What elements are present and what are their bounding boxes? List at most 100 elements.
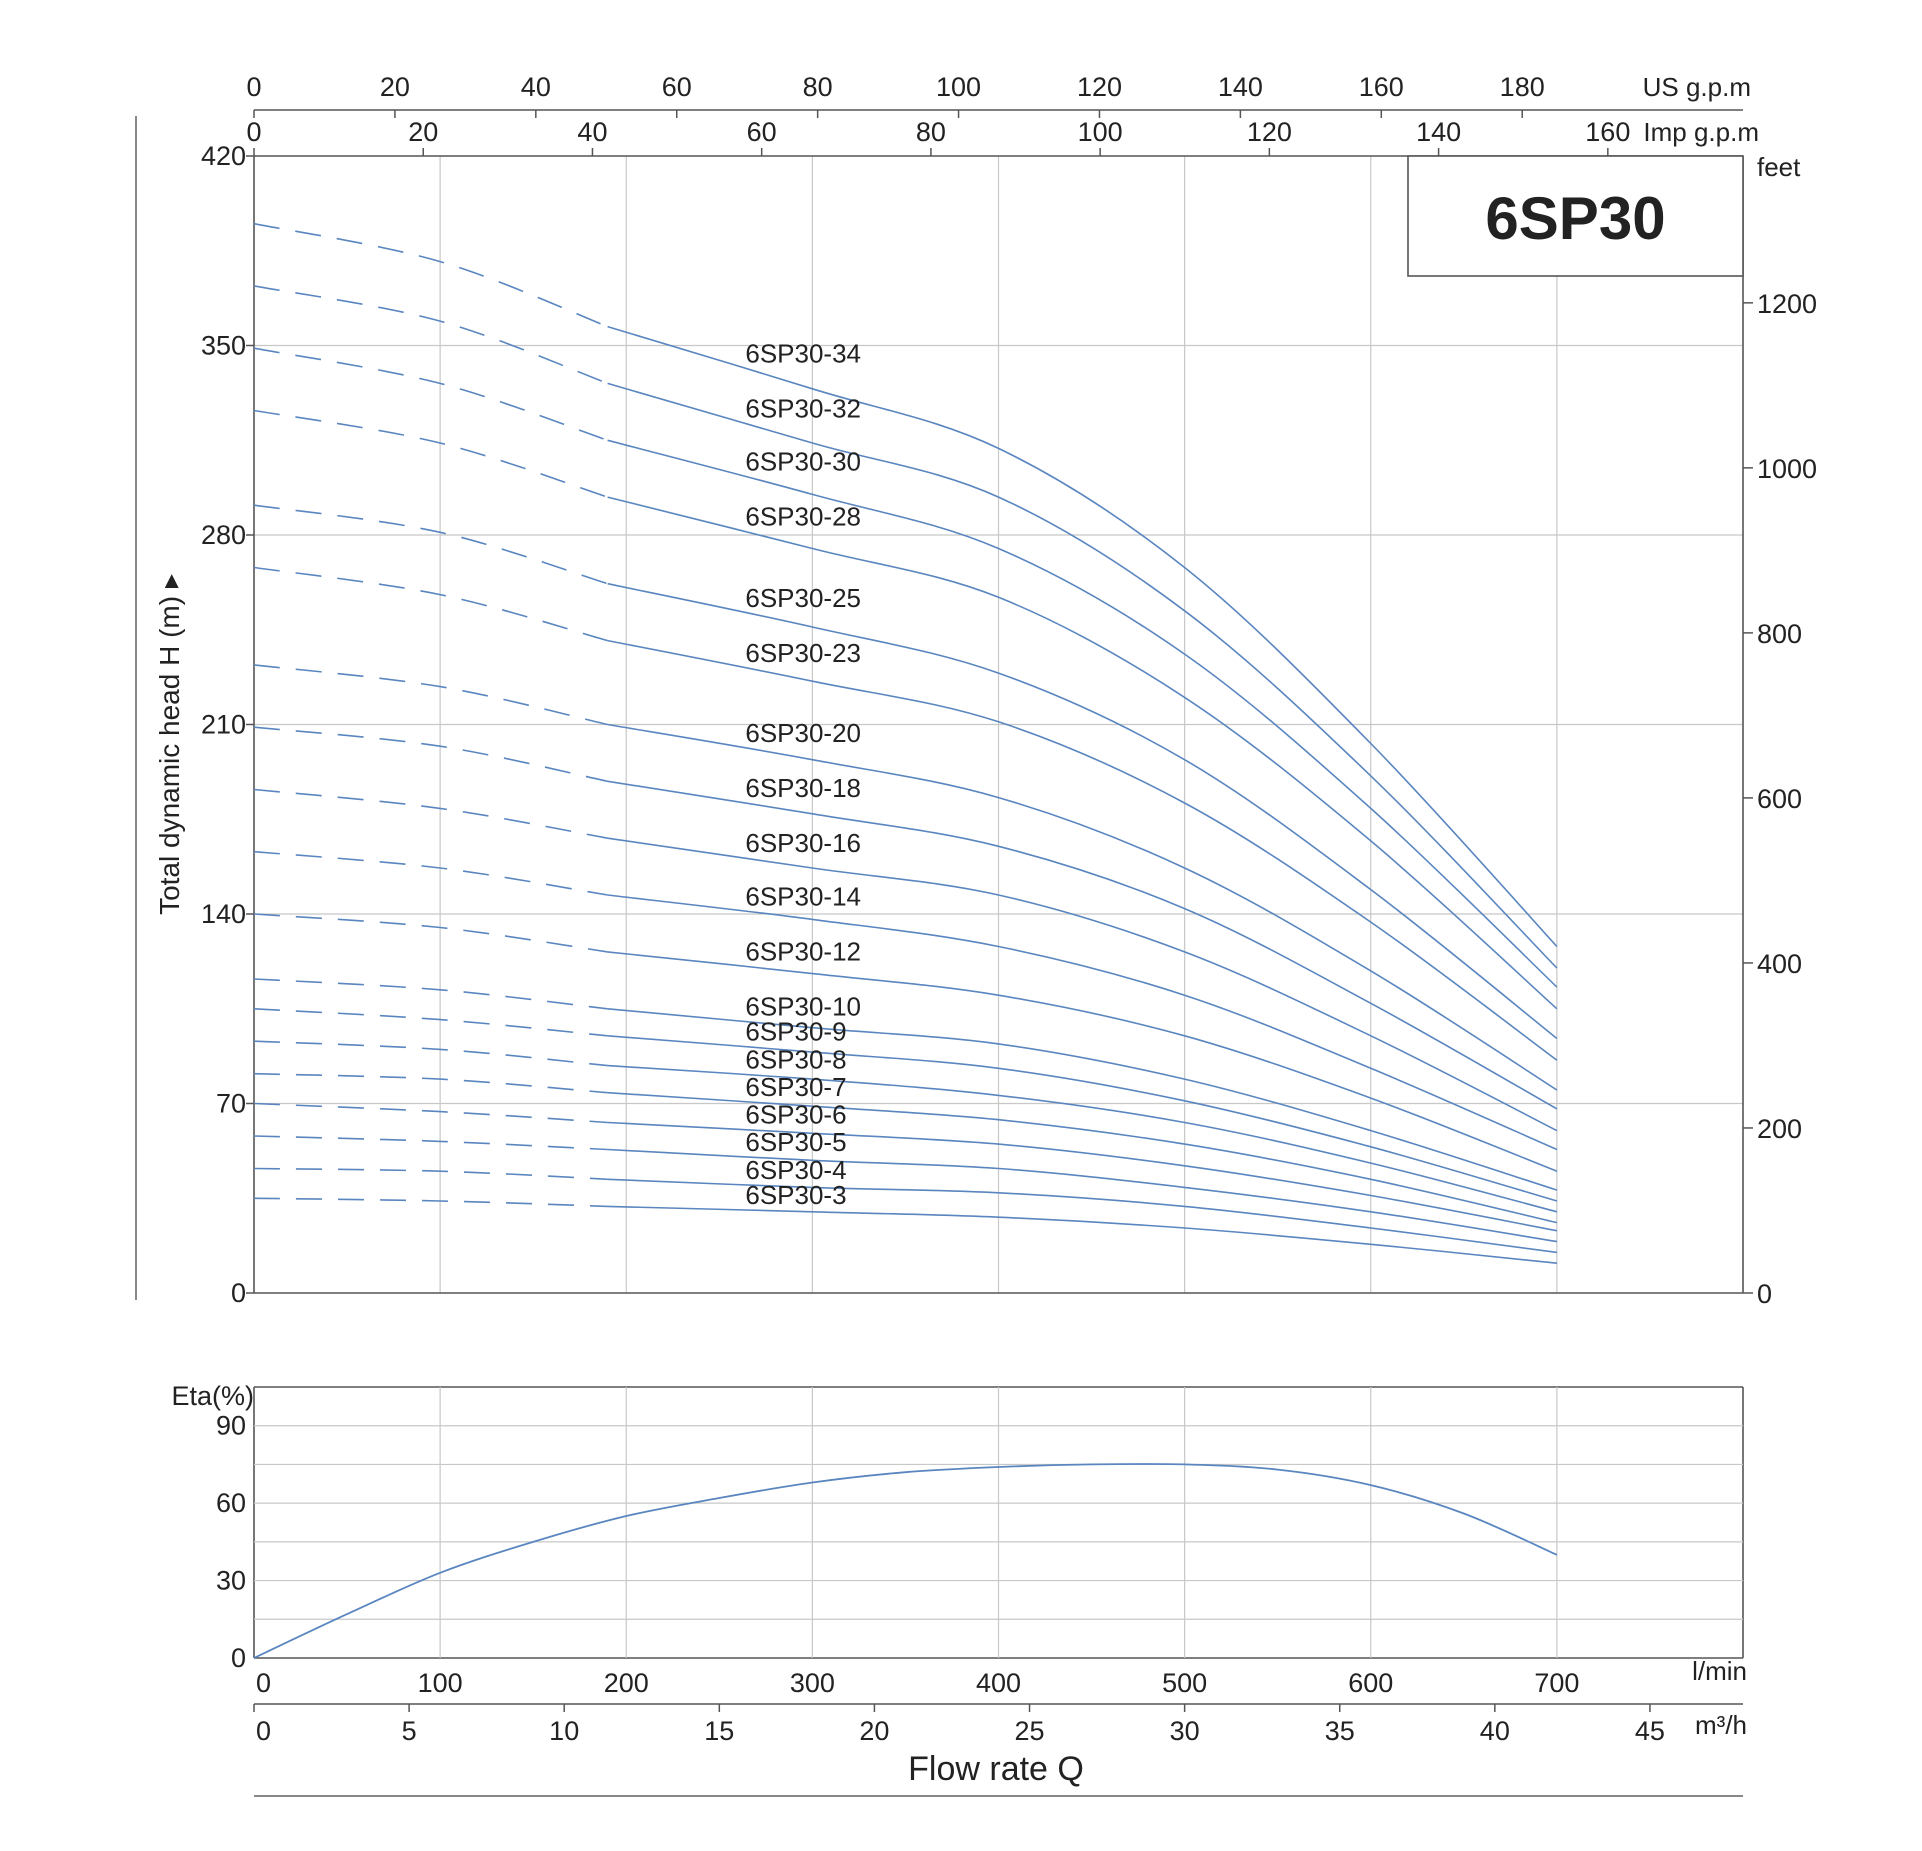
curve-label: 6SP30-7 bbox=[745, 1072, 846, 1102]
curve-label: 6SP30-14 bbox=[745, 881, 861, 911]
imp-gpm-unit-label: Imp g.p.m bbox=[1643, 117, 1759, 147]
feet-tick-label: 1200 bbox=[1757, 289, 1817, 319]
curve-solid-segment bbox=[607, 1091, 1558, 1224]
m3h-tick-label: 10 bbox=[549, 1716, 579, 1746]
y-tick-label: 70 bbox=[216, 1089, 246, 1119]
m3h-tick-label: 30 bbox=[1170, 1716, 1200, 1746]
curve-dashed-segment bbox=[253, 222, 608, 328]
feet-tick-label: 1000 bbox=[1757, 454, 1817, 484]
curve-solid-segment bbox=[607, 1008, 1558, 1191]
curve-solid-segment bbox=[607, 1121, 1558, 1232]
lmin-unit-label: l/min bbox=[1692, 1656, 1747, 1686]
curve-dashed-segment bbox=[253, 1135, 608, 1151]
curve-solid-segment bbox=[607, 582, 1558, 1040]
m3h-tick-label: 15 bbox=[704, 1716, 734, 1746]
imp-gpm-tick-label: 40 bbox=[577, 117, 607, 147]
eta-y-tick-label: 90 bbox=[216, 1411, 246, 1441]
m3h-tick-label: 40 bbox=[1480, 1716, 1510, 1746]
curve-solid-segment bbox=[607, 1035, 1558, 1202]
curve-dashed-segment bbox=[253, 504, 608, 585]
curve-solid-segment bbox=[607, 1205, 1557, 1264]
curve-label: 6SP30-32 bbox=[745, 393, 861, 423]
feet-tick-label: 600 bbox=[1757, 784, 1802, 814]
curve-label: 6SP30-28 bbox=[745, 502, 861, 532]
m3h-unit-label: m³/h bbox=[1695, 1710, 1747, 1740]
imp-gpm-tick-label: 140 bbox=[1416, 117, 1461, 147]
curve-label: 6SP30-3 bbox=[745, 1180, 846, 1210]
feet-unit-label: feet bbox=[1757, 152, 1801, 182]
curve-dashed-segment bbox=[253, 1102, 608, 1124]
us-gpm-tick-label: 60 bbox=[662, 72, 692, 102]
chart-title: 6SP30 bbox=[1485, 185, 1665, 252]
lmin-tick-label: 0 bbox=[256, 1668, 271, 1698]
curve-dashed-segment bbox=[253, 788, 608, 839]
curve-dashed-segment bbox=[253, 726, 608, 783]
imp-gpm-tick-label: 100 bbox=[1078, 117, 1123, 147]
y-tick-label: 210 bbox=[201, 710, 246, 740]
imp-gpm-tick-label: 60 bbox=[747, 117, 777, 147]
curve-solid-segment bbox=[607, 1178, 1558, 1254]
y-axis-title: Total dynamic head H (m) ▸ bbox=[154, 574, 185, 915]
curve-label: 6SP30-34 bbox=[745, 338, 861, 368]
title-box bbox=[1407, 155, 1744, 277]
curve-dashed-segment bbox=[253, 978, 608, 1010]
curve-label: 6SP30-18 bbox=[745, 773, 861, 803]
imp-gpm-tick-label: 80 bbox=[916, 117, 946, 147]
curve-label: 6SP30-4 bbox=[745, 1155, 846, 1185]
curve-solid-segment bbox=[607, 837, 1558, 1132]
curve-solid-segment bbox=[607, 951, 1558, 1172]
curve-dashed-segment bbox=[253, 664, 608, 726]
m3h-tick-label: 20 bbox=[859, 1716, 889, 1746]
y-tick-label: 280 bbox=[201, 520, 246, 550]
m3h-tick-label: 45 bbox=[1635, 1716, 1665, 1746]
curve-dashed-segment bbox=[253, 1197, 608, 1208]
imp-gpm-tick-label: 0 bbox=[246, 117, 261, 147]
curve-dashed-segment bbox=[253, 913, 608, 953]
lmin-tick-label: 300 bbox=[790, 1668, 835, 1698]
curve-label: 6SP30-30 bbox=[745, 447, 861, 477]
lmin-tick-label: 600 bbox=[1348, 1668, 1393, 1698]
curve-solid-segment bbox=[607, 780, 1558, 1110]
curve-dashed-segment bbox=[253, 850, 608, 896]
feet-tick-label: 200 bbox=[1757, 1114, 1802, 1144]
imp-gpm-tick-label: 20 bbox=[408, 117, 438, 147]
curve-label: 6SP30-6 bbox=[745, 1100, 846, 1130]
curve-dashed-segment bbox=[253, 347, 608, 442]
curve-label: 6SP30-5 bbox=[745, 1127, 846, 1157]
head-chart-panel: 070140210280350420020040060080010001200f… bbox=[135, 72, 1817, 1309]
curve-solid-segment bbox=[607, 1064, 1558, 1213]
curve-dashed-segment bbox=[253, 1167, 608, 1181]
m3h-tick-label: 25 bbox=[1014, 1716, 1044, 1746]
curve-solid-segment bbox=[607, 894, 1558, 1151]
curve-label: 6SP30-9 bbox=[745, 1017, 846, 1047]
curve-dashed-segment bbox=[253, 409, 608, 498]
curve-dashed-segment bbox=[253, 566, 608, 642]
curve-solid-segment bbox=[607, 382, 1558, 969]
curve-solid-segment bbox=[607, 639, 1558, 1061]
y-tick-label: 0 bbox=[231, 1278, 246, 1308]
us-gpm-unit-label: US g.p.m bbox=[1643, 72, 1751, 102]
us-gpm-tick-label: 20 bbox=[380, 72, 410, 102]
curve-solid-segment bbox=[607, 439, 1558, 988]
lmin-tick-label: 200 bbox=[604, 1668, 649, 1698]
y-tick-label: 350 bbox=[201, 331, 246, 361]
us-gpm-tick-label: 80 bbox=[803, 72, 833, 102]
us-gpm-tick-label: 140 bbox=[1218, 72, 1263, 102]
curve-dashed-segment bbox=[253, 285, 608, 385]
m3h-tick-label: 0 bbox=[256, 1716, 271, 1746]
lmin-tick-label: 400 bbox=[976, 1668, 1021, 1698]
x-axis-title: Flow rate Q bbox=[908, 1750, 1084, 1788]
us-gpm-tick-label: 120 bbox=[1077, 72, 1122, 102]
efficiency-curve bbox=[253, 1463, 1558, 1659]
us-gpm-tick-label: 100 bbox=[936, 72, 981, 102]
us-gpm-tick-label: 180 bbox=[1500, 72, 1545, 102]
lmin-tick-label: 700 bbox=[1534, 1668, 1579, 1698]
curve-label: 6SP30-20 bbox=[745, 718, 861, 748]
m3h-tick-label: 35 bbox=[1325, 1716, 1355, 1746]
curve-dashed-segment bbox=[253, 1072, 608, 1094]
curve-label: 6SP30-12 bbox=[745, 936, 861, 966]
curve-dashed-segment bbox=[253, 1008, 608, 1037]
us-gpm-tick-label: 40 bbox=[521, 72, 551, 102]
